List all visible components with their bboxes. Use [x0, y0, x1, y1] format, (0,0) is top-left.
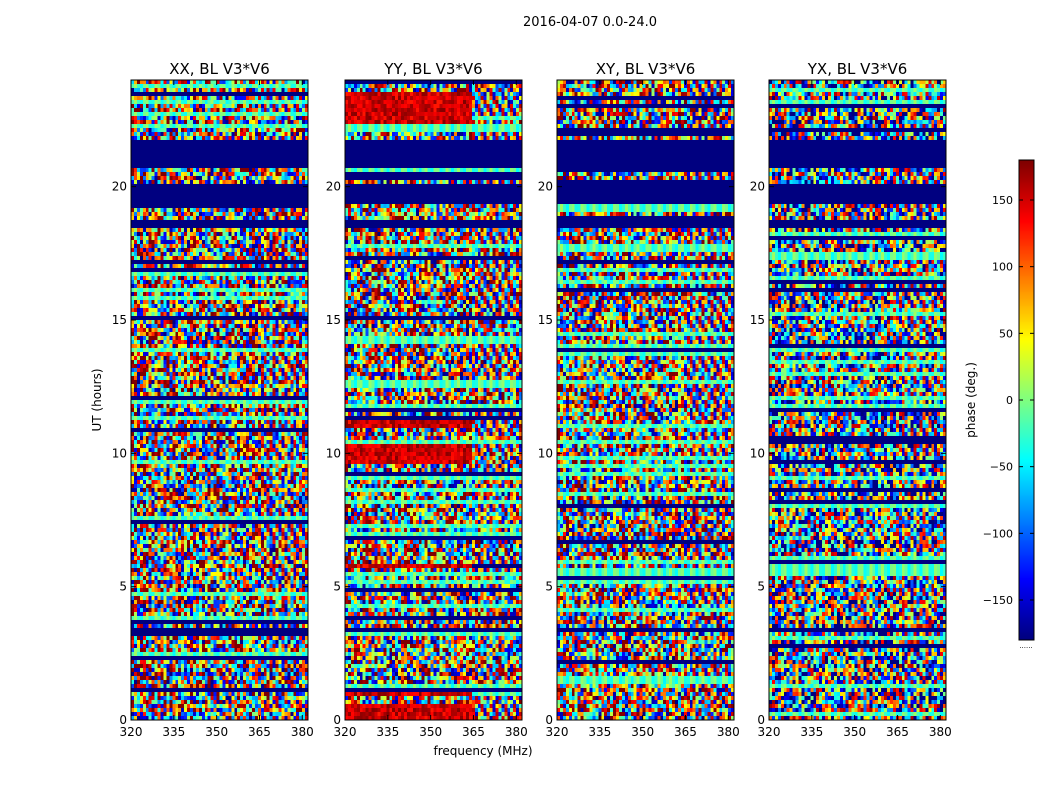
panel-title: XY, BL V3*V6: [596, 60, 696, 78]
x-tick-label: 365: [674, 725, 697, 739]
colorbar-label: phase (deg.): [964, 362, 978, 438]
y-tick-label: 20: [538, 180, 553, 194]
x-tick-label: 320: [546, 725, 569, 739]
suptitle: 2016-04-07 0.0-24.0: [523, 15, 657, 30]
panel-frame: [768, 79, 947, 721]
panel-frame: [130, 79, 309, 721]
x-tick-label: 380: [291, 725, 314, 739]
x-tick-label: 335: [800, 725, 823, 739]
x-tick-label: 350: [631, 725, 654, 739]
x-tick-label: 320: [334, 725, 357, 739]
y-tick-label: 10: [538, 446, 553, 460]
y-axis-label: UT (hours): [90, 368, 104, 431]
colorbar-tick-label: 50: [999, 327, 1013, 340]
colorbar-tick-label: −50: [990, 461, 1013, 474]
panel-frame: [344, 79, 523, 721]
y-tick-label: 15: [538, 313, 553, 327]
y-tick-label: 5: [119, 580, 127, 594]
x-tick-label: 320: [120, 725, 143, 739]
y-tick-label: 20: [112, 180, 127, 194]
colorbar-tick-label: −150: [983, 594, 1013, 607]
colorbar-tick-label: 150: [992, 194, 1013, 207]
y-tick-label: 5: [757, 580, 765, 594]
panel-frame: [556, 79, 735, 721]
y-tick-label: 5: [545, 580, 553, 594]
panel-title: XX, BL V3*V6: [169, 60, 270, 78]
y-tick-label: 0: [119, 713, 127, 727]
x-tick-label: 350: [843, 725, 866, 739]
y-tick-label: 15: [750, 313, 765, 327]
panel-xx: XX, BL V3*V6 320 335 350 365 380 0 5 10 15 20: [112, 60, 314, 739]
x-tick-label: 335: [376, 725, 399, 739]
heatmap-image-xy: [557, 80, 734, 720]
colorbar-gradient: [1019, 160, 1034, 640]
y-tick-label: 20: [326, 180, 341, 194]
y-tick-label: 0: [333, 713, 341, 727]
panel-yx: YX, BL V3*V6 320 335 350 365 380 0 5 10 15 20: [750, 60, 952, 739]
x-tick-label: 380: [505, 725, 528, 739]
x-tick-label: 335: [588, 725, 611, 739]
colorbar-tick-label: 0: [1006, 394, 1013, 407]
heatmap-image-yy: [345, 80, 522, 720]
colorbar-tick-label: −100: [983, 527, 1013, 540]
y-tick-label: 10: [750, 446, 765, 460]
x-tick-label: 320: [758, 725, 781, 739]
colorbar-tick-label: 100: [992, 261, 1013, 274]
colorbar: 150 100 50 0 −50 −100 −150: [983, 159, 1035, 641]
heatmap-image-xx: [131, 80, 308, 720]
colorbar-footnote: ......: [1019, 642, 1032, 650]
x-tick-label: 365: [462, 725, 485, 739]
y-tick-label: 10: [326, 446, 341, 460]
x-axis-label: frequency (MHz): [433, 744, 532, 758]
heatmap-image-yx: [769, 80, 946, 720]
y-tick-label: 15: [112, 313, 127, 327]
panel-xy: XY, BL V3*V6 320 335 350 365 380 0 5 10 15 20: [538, 60, 740, 739]
y-tick-label: 5: [333, 580, 341, 594]
x-tick-label: 350: [419, 725, 442, 739]
x-tick-label: 380: [929, 725, 952, 739]
x-tick-label: 365: [886, 725, 909, 739]
y-tick-label: 20: [750, 180, 765, 194]
y-tick-label: 15: [326, 313, 341, 327]
panel-title: YY, BL V3*V6: [383, 60, 482, 78]
panel-title: YX, BL V3*V6: [807, 60, 908, 78]
y-tick-label: 10: [112, 446, 127, 460]
x-tick-label: 380: [717, 725, 740, 739]
x-tick-label: 335: [162, 725, 185, 739]
x-tick-label: 365: [248, 725, 271, 739]
x-tick-label: 350: [205, 725, 228, 739]
y-tick-label: 0: [545, 713, 553, 727]
y-tick-label: 0: [757, 713, 765, 727]
panel-yy: YY, BL V3*V6 320 335 350 365 380 0 5 10 15 20: [326, 60, 528, 739]
